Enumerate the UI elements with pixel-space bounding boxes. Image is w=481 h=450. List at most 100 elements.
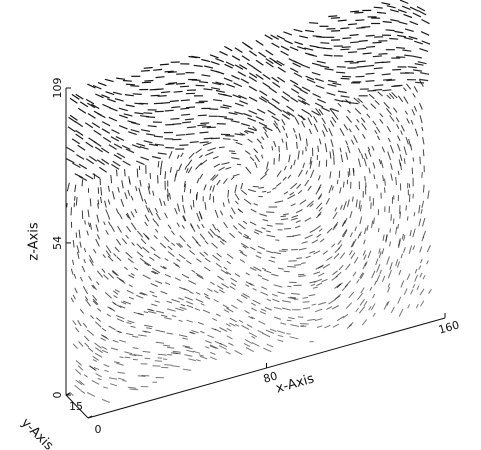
arrow bbox=[222, 304, 230, 309]
arrow bbox=[393, 84, 403, 87]
arrow bbox=[372, 293, 376, 299]
arrow bbox=[127, 386, 137, 389]
arrow bbox=[401, 233, 404, 240]
arrow bbox=[286, 105, 295, 112]
arrow bbox=[250, 316, 256, 320]
arrow bbox=[265, 329, 275, 334]
arrow bbox=[184, 346, 193, 350]
arrow bbox=[138, 334, 147, 337]
arrow bbox=[248, 85, 258, 92]
arrow bbox=[262, 219, 269, 222]
arrow bbox=[264, 34, 273, 40]
arrow bbox=[100, 187, 103, 196]
arrow bbox=[357, 47, 367, 50]
arrow bbox=[245, 150, 251, 155]
arrow bbox=[79, 276, 83, 282]
arrow bbox=[339, 252, 346, 259]
arrow bbox=[374, 130, 378, 135]
arrow bbox=[201, 74, 211, 77]
arrow bbox=[341, 46, 351, 48]
arrow bbox=[250, 302, 256, 306]
arrow bbox=[340, 48, 350, 51]
arrow bbox=[296, 183, 302, 189]
arrow bbox=[350, 10, 360, 13]
arrow bbox=[266, 211, 275, 213]
arrow bbox=[155, 329, 160, 332]
arrow bbox=[284, 228, 291, 230]
arrow bbox=[332, 212, 338, 220]
arrow bbox=[144, 79, 154, 82]
arrow bbox=[140, 194, 144, 202]
arrow bbox=[361, 26, 371, 28]
arrow bbox=[281, 300, 291, 303]
arrow bbox=[137, 230, 144, 238]
arrow bbox=[203, 251, 209, 256]
arrow bbox=[397, 238, 401, 247]
arrow bbox=[159, 167, 162, 176]
arrow bbox=[114, 246, 120, 253]
arrow bbox=[160, 160, 163, 169]
arrow bbox=[248, 96, 258, 102]
arrow bbox=[275, 239, 280, 241]
arrow bbox=[152, 218, 156, 223]
arrow bbox=[117, 186, 120, 193]
arrow bbox=[242, 293, 250, 298]
arrow bbox=[231, 55, 241, 61]
arrow bbox=[204, 201, 207, 210]
arrow bbox=[419, 246, 423, 253]
arrow bbox=[309, 229, 315, 234]
arrow bbox=[125, 251, 133, 259]
arrow bbox=[105, 245, 112, 254]
arrow bbox=[339, 147, 342, 153]
arrow bbox=[306, 200, 314, 208]
arrow bbox=[331, 116, 337, 123]
arrow bbox=[268, 259, 276, 263]
arrow bbox=[260, 286, 268, 290]
arrow bbox=[98, 166, 108, 173]
arrow bbox=[278, 267, 284, 270]
arrow bbox=[342, 313, 349, 319]
arrow bbox=[393, 107, 398, 113]
arrow bbox=[114, 289, 120, 293]
arrow bbox=[309, 156, 312, 165]
y-tick-label: 0 bbox=[95, 423, 102, 436]
arrow bbox=[414, 63, 424, 66]
arrow bbox=[185, 168, 189, 173]
arrow bbox=[155, 341, 165, 344]
arrow bbox=[400, 280, 405, 288]
arrow bbox=[150, 246, 156, 251]
arrow bbox=[264, 269, 272, 274]
arrow bbox=[409, 20, 419, 26]
arrow bbox=[160, 265, 166, 270]
arrow bbox=[186, 126, 196, 129]
arrow bbox=[240, 78, 250, 84]
arrow bbox=[192, 199, 195, 208]
arrow bbox=[386, 79, 396, 82]
arrow bbox=[259, 310, 267, 315]
arrow bbox=[166, 194, 169, 202]
arrow bbox=[258, 97, 268, 103]
arrow bbox=[342, 230, 348, 238]
arrow bbox=[232, 94, 242, 99]
arrow bbox=[219, 327, 228, 332]
arrow bbox=[114, 361, 120, 364]
arrow bbox=[180, 107, 190, 110]
arrow bbox=[426, 244, 431, 253]
arrow bbox=[146, 308, 154, 312]
arrow bbox=[419, 115, 423, 124]
arrow bbox=[243, 130, 249, 135]
arrow bbox=[101, 147, 110, 154]
arrow bbox=[235, 323, 240, 327]
arrow bbox=[259, 90, 268, 97]
arrow bbox=[341, 100, 351, 103]
arrow bbox=[171, 315, 177, 318]
arrow bbox=[113, 143, 123, 149]
arrow bbox=[94, 342, 102, 349]
arrow bbox=[271, 146, 274, 151]
arrow bbox=[372, 312, 376, 317]
arrow bbox=[379, 269, 382, 275]
arrow bbox=[94, 321, 102, 328]
arrow bbox=[108, 325, 116, 331]
arrow bbox=[93, 248, 97, 254]
arrow bbox=[175, 264, 181, 268]
